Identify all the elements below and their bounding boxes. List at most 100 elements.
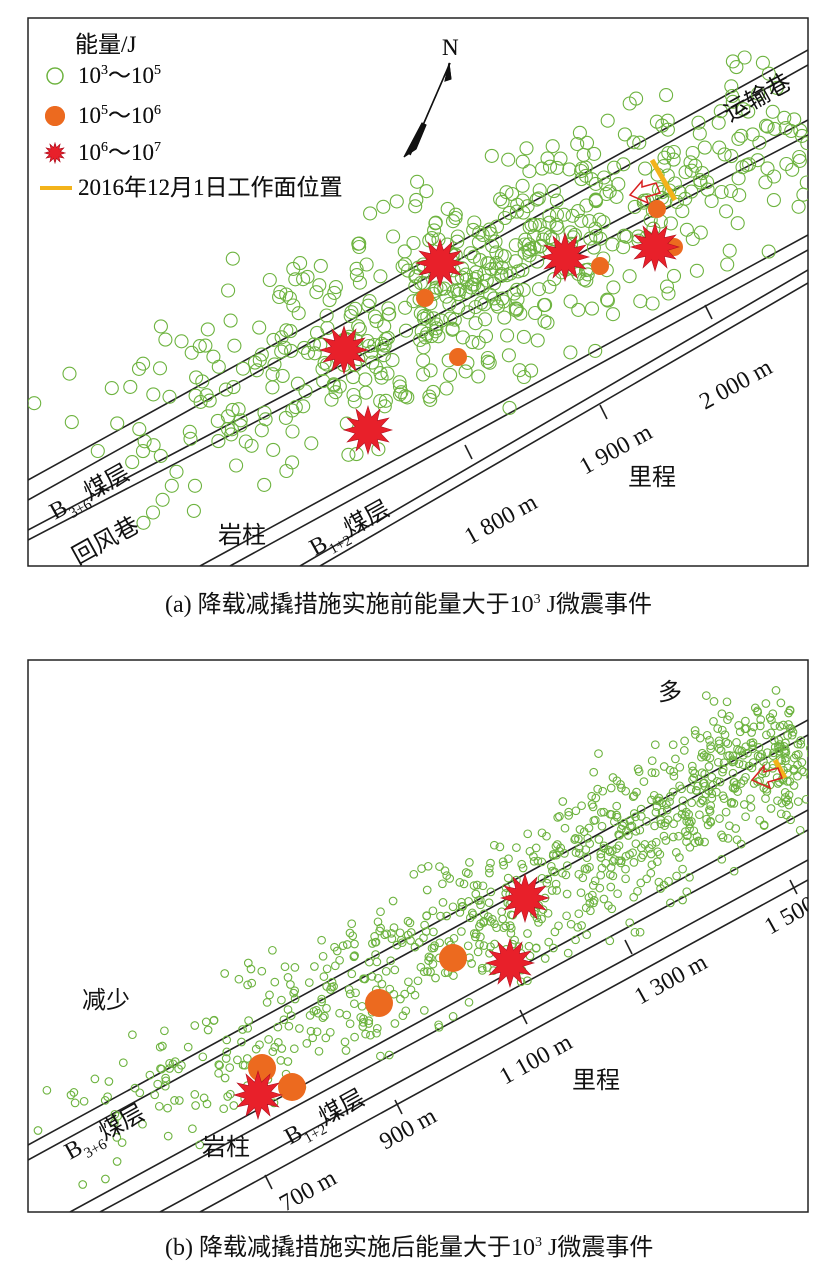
- small-event: [507, 286, 522, 301]
- small-event: [732, 738, 741, 747]
- text-part: ～10: [108, 140, 154, 165]
- small-event: [718, 767, 727, 777]
- small-event: [632, 135, 647, 150]
- small-event: [589, 767, 599, 777]
- text-part: (a) 降载减撬措施实施前能量大于10: [165, 591, 534, 618]
- small-event: [579, 827, 589, 837]
- small-event: [693, 225, 708, 240]
- small-event: [783, 795, 793, 805]
- small-event: [466, 249, 482, 264]
- small-event: [398, 257, 413, 272]
- small-event: [426, 967, 435, 977]
- small-event: [735, 160, 750, 175]
- small-event: [695, 733, 705, 743]
- small-event: [748, 740, 757, 750]
- small-event: [582, 864, 592, 874]
- small-event: [309, 325, 325, 340]
- small-event: [531, 282, 547, 297]
- legend-label: 106～107: [78, 140, 161, 165]
- small-event: [532, 183, 547, 198]
- small-event: [747, 728, 756, 737]
- small-event: [328, 280, 343, 295]
- small-event: [211, 434, 226, 449]
- small-event: [499, 185, 514, 200]
- small-event: [404, 977, 413, 987]
- small-event: [479, 918, 488, 927]
- roadway-line: [199, 234, 808, 566]
- small-event: [177, 1060, 186, 1070]
- small-event: [573, 922, 583, 932]
- small-event: [647, 768, 657, 777]
- small-event: [416, 340, 431, 355]
- small-event: [332, 379, 347, 394]
- small-event: [186, 503, 201, 518]
- small-event: [202, 393, 217, 408]
- small-event: [656, 819, 666, 829]
- small-event: [709, 697, 719, 706]
- small-event: [424, 329, 439, 344]
- small-event: [775, 722, 785, 731]
- small-event: [427, 943, 437, 953]
- small-event: [486, 887, 496, 897]
- small-event: [529, 192, 544, 207]
- text-part: 6: [101, 140, 108, 155]
- small-event: [728, 751, 738, 761]
- small-event: [189, 370, 204, 385]
- small-event: [563, 294, 578, 309]
- small-event: [465, 858, 474, 867]
- small-event: [692, 786, 701, 796]
- small-event: [381, 966, 391, 976]
- small-event: [774, 744, 783, 753]
- small-event: [484, 148, 499, 163]
- small-event: [605, 237, 620, 252]
- small-event: [346, 387, 361, 403]
- small-event: [501, 921, 511, 931]
- small-event: [483, 226, 498, 241]
- small-event: [767, 169, 782, 184]
- small-event: [761, 794, 770, 803]
- small-event: [749, 722, 759, 732]
- small-event: [408, 199, 423, 214]
- small-event: [616, 157, 631, 172]
- small-event: [712, 140, 727, 155]
- small-event: [237, 1037, 246, 1047]
- small-event: [726, 799, 736, 808]
- map-label: 回风巷: [68, 512, 144, 571]
- small-event: [322, 1003, 331, 1013]
- north-label: N: [442, 35, 459, 60]
- small-event: [317, 997, 326, 1007]
- small-event: [264, 1035, 273, 1044]
- small-event: [822, 219, 835, 232]
- small-event: [674, 831, 683, 841]
- medium-event: [591, 257, 609, 275]
- small-event: [440, 866, 450, 876]
- small-event: [561, 870, 571, 880]
- text-part: 6: [154, 103, 161, 118]
- small-event: [782, 810, 791, 820]
- small-event: [700, 769, 710, 779]
- star-event: [318, 324, 370, 376]
- small-event: [549, 193, 564, 208]
- small-event: [163, 1103, 172, 1113]
- small-event: [203, 1025, 213, 1035]
- small-event: [527, 228, 542, 243]
- small-event: [729, 799, 739, 808]
- small-event: [680, 736, 689, 746]
- small-event: [519, 141, 534, 156]
- small-event: [687, 761, 697, 771]
- small-event: [705, 753, 715, 763]
- small-event: [537, 298, 552, 313]
- small-event: [483, 912, 493, 922]
- small-event: [518, 863, 528, 873]
- small-event: [718, 791, 728, 801]
- text-part: 3: [534, 592, 541, 607]
- small-event: [153, 448, 168, 463]
- small-event: [169, 464, 184, 479]
- small-event: [164, 478, 179, 493]
- small-event: [579, 273, 594, 288]
- text-part: 3: [535, 1235, 542, 1250]
- small-event: [767, 715, 776, 725]
- small-event: [347, 919, 357, 929]
- small-event: [381, 301, 396, 316]
- text-part: 5: [101, 103, 108, 118]
